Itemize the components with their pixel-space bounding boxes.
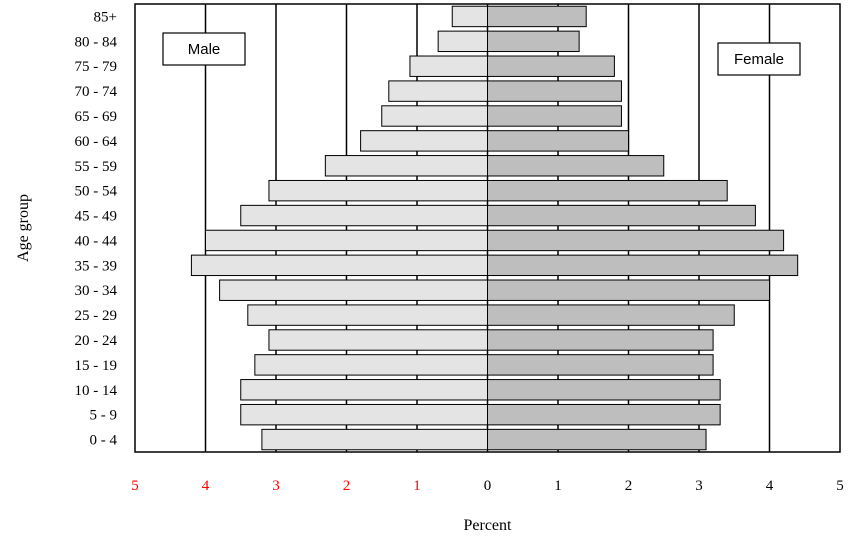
y-tick-label: 35 - 39: [75, 258, 118, 274]
male-bar: [388, 80, 488, 102]
y-tick-label: 15 - 19: [75, 358, 118, 374]
x-tick-labels: 5 4 3 2 1 0 1 2 3 4 5: [131, 478, 844, 494]
y-tick-label: 70 - 74: [75, 84, 118, 100]
female-bar: [487, 80, 622, 102]
male-bar: [240, 403, 488, 426]
x-tick-label: 4: [766, 478, 774, 494]
female-bar: [487, 179, 728, 202]
female-bar: [487, 30, 580, 53]
legend-male-label: Male: [188, 41, 221, 58]
male-bar: [268, 329, 489, 351]
y-tick-labels: 0 - 4 5 - 9 10 - 14 15 - 19 20 - 24 25 - 29 30…: [75, 9, 118, 448]
female-bar: [487, 279, 770, 301]
x-tick-label: 2: [625, 478, 633, 494]
female-bar: [487, 428, 707, 451]
x-tick-label: 3: [272, 478, 280, 494]
female-bar: [487, 229, 785, 252]
male-bar: [268, 179, 489, 202]
legend-female-label: Female: [734, 51, 784, 68]
y-tick-label: 75 - 79: [75, 59, 118, 75]
male-bar: [261, 428, 488, 451]
y-tick-label: 5 - 9: [90, 408, 118, 424]
male-bar: [190, 254, 488, 277]
male-bar: [240, 379, 488, 401]
male-bar: [451, 5, 488, 28]
y-tick-label: 40 - 44: [75, 233, 118, 249]
female-bar: [487, 403, 721, 426]
male-bar: [409, 55, 489, 77]
female-bar: [487, 130, 629, 152]
male-bar: [205, 229, 488, 252]
female-bar: [487, 105, 622, 127]
male-bar: [437, 30, 488, 53]
female-bar: [487, 5, 587, 28]
legend-female-box: [717, 42, 801, 76]
male-bar: [254, 354, 488, 376]
x-tick-label: 3: [695, 478, 703, 494]
legend-male: Male: [162, 32, 246, 66]
y-tick-label: 25 - 29: [75, 308, 118, 324]
plot-area-frame: [134, 3, 841, 453]
female-bar: [487, 204, 756, 227]
y-tick-label: 55 - 59: [75, 159, 118, 175]
x-tick-label: 2: [343, 478, 351, 494]
female-bar: [487, 304, 735, 326]
female-bar: [487, 55, 615, 77]
y-tick-label: 65 - 69: [75, 109, 118, 125]
y-tick-label: 85+: [94, 9, 117, 25]
y-tick-label: 60 - 64: [75, 134, 118, 150]
x-tick-label: 5: [131, 478, 139, 494]
grid-lines: [204, 4, 771, 452]
female-bar: [487, 155, 665, 177]
female-bar: [487, 354, 714, 376]
male-bar: [247, 304, 488, 326]
y-axis-title: Age group: [15, 194, 32, 262]
x-tick-label: 5: [836, 478, 844, 494]
y-tick-label: 20 - 24: [75, 333, 118, 349]
female-bar: [487, 379, 721, 401]
bars: [190, 5, 799, 451]
y-tick-label: 0 - 4: [90, 433, 118, 449]
male-bar: [219, 279, 488, 301]
y-tick-label: 45 - 49: [75, 209, 118, 225]
y-tick-label: 50 - 54: [75, 184, 118, 200]
y-tick-label: 10 - 14: [75, 383, 118, 399]
y-tick-label: 30 - 34: [75, 283, 118, 299]
female-bar: [487, 329, 714, 351]
x-tick-label: 0: [484, 478, 492, 494]
male-bar: [381, 105, 488, 127]
male-bar: [240, 204, 488, 227]
male-bar: [360, 130, 489, 152]
female-bar: [487, 254, 799, 277]
x-axis-title: Percent: [464, 517, 513, 534]
male-bar: [324, 155, 488, 177]
legend-female: Female: [717, 42, 801, 76]
x-tick-label: 1: [554, 478, 562, 494]
legend-male-box: [162, 32, 246, 66]
y-tick-label: 80 - 84: [75, 34, 118, 50]
x-tick-label: 1: [413, 478, 421, 494]
x-tick-label: 4: [202, 478, 210, 494]
